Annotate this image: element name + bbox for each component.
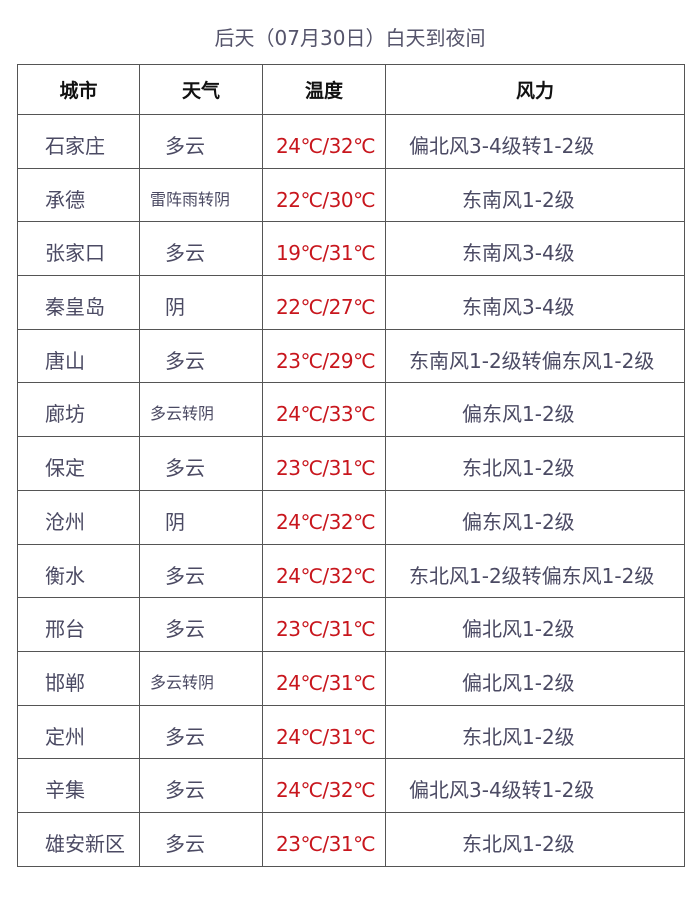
temperature-cell: 23℃/31℃ [262,597,386,652]
table-row: 辛集 多云 24℃/32℃ 偏北风3-4级转1-2级 [17,758,685,813]
wind-cell: 偏北风3-4级转1-2级 [385,114,685,169]
weather-cell: 多云 [139,704,263,760]
table-row: 雄安新区 多云 23℃/31℃ 东北风1-2级 [17,811,685,867]
header-row: 城市 天气 温度 风力 [17,64,685,115]
weather-cell: 多云 [139,114,263,169]
table-row: 邯郸 多云转阴 24℃/31℃ 偏北风1-2级 [17,650,685,706]
weather-cell: 多云 [139,597,263,652]
temperature-cell: 23℃/31℃ [262,811,386,867]
table-row: 沧州阴 24℃/32℃ 偏东风1-2级 [17,489,685,545]
city-cell: 石家庄 [17,114,140,169]
wind-cell: 东南风1-2级 [385,167,685,223]
table-row: 秦皇岛阴 22℃/27℃ 东南风3-4级 [17,275,685,330]
wind-cell: 东南风3-4级 [385,221,685,277]
table-row: 廊坊 多云转阴 24℃/33℃ 偏东风1-2级 [17,382,685,438]
city-cell: 唐山 [17,328,140,384]
wind-cell: 东南风1-2级转偏东风1-2级 [385,328,685,384]
weather-cell: 多云 [139,328,263,384]
table-title: 后天（07月30日）白天到夜间 [214,26,486,50]
wind-cell: 偏东风1-2级 [385,382,685,438]
city-cell: 沧州 [17,489,140,545]
table-row: 唐山 多云 23℃/29℃ 东南风1-2级转偏东风1-2级 [17,328,685,384]
weather-cell: 多云转阴 [139,650,263,706]
weather-cell: 阴 [139,489,263,545]
weather-forecast-table: 城市 天气 温度 风力 石家庄 多云 24℃/32℃ 偏北风3-4级转1-2级 承德 雷阵… [17,64,685,867]
header-weather: 天气 [139,64,263,115]
temperature-cell: 24℃/32℃ [262,489,386,545]
city-cell: 衡水 [17,543,140,599]
city-cell: 邢台 [17,597,140,652]
wind-cell: 偏北风3-4级转1-2级 [385,758,685,813]
wind-cell: 偏东风1-2级 [385,489,685,545]
wind-cell: 东北风1-2级 [385,704,685,760]
temperature-cell: 24℃/32℃ [262,543,386,599]
weather-cell: 多云 [139,436,263,491]
table-row: 定州 多云 24℃/31℃ 东北风1-2级 [17,704,685,760]
table-row: 衡水 多云 24℃/32℃ 东北风1-2级转偏东风1-2级 [17,543,685,599]
temperature-cell: 22℃/27℃ [262,275,386,330]
wind-cell: 东北风1-2级转偏东风1-2级 [385,543,685,599]
temperature-cell: 24℃/32℃ [262,758,386,813]
weather-cell: 阴 [139,275,263,330]
header-city: 城市 [17,64,140,115]
table-row: 张家口 多云 19℃/31℃ 东南风3-4级 [17,221,685,277]
weather-cell: 多云转阴 [139,382,263,438]
temperature-cell: 24℃/31℃ [262,650,386,706]
city-cell: 保定 [17,436,140,491]
city-cell: 张家口 [17,221,140,277]
temperature-cell: 23℃/31℃ [262,436,386,491]
city-cell: 秦皇岛 [17,275,140,330]
weather-cell: 多云 [139,221,263,277]
temperature-cell: 24℃/32℃ [262,114,386,169]
temperature-cell: 24℃/31℃ [262,704,386,760]
wind-cell: 东北风1-2级 [385,436,685,491]
weather-cell: 多云 [139,758,263,813]
table-row: 承德 雷阵雨转阴 22℃/30℃ 东南风1-2级 [17,167,685,223]
header-wind: 风力 [385,64,685,115]
wind-cell: 偏北风1-2级 [385,650,685,706]
table-row: 保定 多云 23℃/31℃ 东北风1-2级 [17,436,685,491]
city-cell: 辛集 [17,758,140,813]
weather-cell: 多云 [139,543,263,599]
temperature-cell: 19℃/31℃ [262,221,386,277]
weather-cell: 雷阵雨转阴 [139,167,263,223]
wind-cell: 偏北风1-2级 [385,597,685,652]
table-row: 邢台 多云 23℃/31℃ 偏北风1-2级 [17,597,685,652]
weather-cell: 多云 [139,811,263,867]
header-temperature: 温度 [262,64,386,115]
temperature-cell: 24℃/33℃ [262,382,386,438]
city-cell: 承德 [17,167,140,223]
wind-cell: 东北风1-2级 [385,811,685,867]
city-cell: 定州 [17,704,140,760]
temperature-cell: 23℃/29℃ [262,328,386,384]
table-row: 石家庄 多云 24℃/32℃ 偏北风3-4级转1-2级 [17,114,685,169]
city-cell: 廊坊 [17,382,140,438]
temperature-cell: 22℃/30℃ [262,167,386,223]
city-cell: 雄安新区 [17,811,140,867]
city-cell: 邯郸 [17,650,140,706]
wind-cell: 东南风3-4级 [385,275,685,330]
